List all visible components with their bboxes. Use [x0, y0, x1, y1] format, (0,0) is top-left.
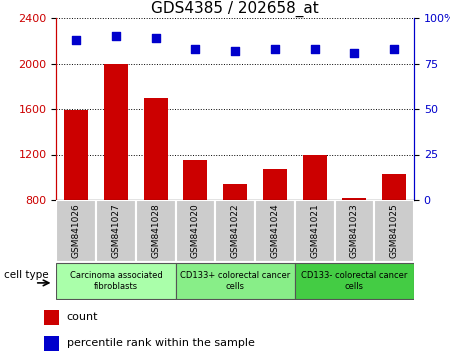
- Bar: [64, 110, 88, 291]
- Bar: [176, 263, 295, 299]
- Bar: [223, 184, 247, 291]
- Bar: [342, 198, 366, 291]
- Text: GSM841021: GSM841021: [310, 203, 319, 258]
- Bar: [136, 200, 176, 262]
- Bar: [184, 160, 207, 291]
- Bar: [56, 200, 96, 262]
- Text: GSM841027: GSM841027: [112, 203, 121, 258]
- Text: GSM841028: GSM841028: [151, 203, 160, 258]
- Bar: [334, 200, 374, 262]
- Bar: [96, 200, 136, 262]
- Bar: [303, 155, 327, 291]
- Bar: [374, 200, 414, 262]
- Point: [271, 46, 279, 52]
- Bar: [44, 336, 59, 352]
- Point: [112, 33, 120, 39]
- Text: CD133- colorectal cancer
cells: CD133- colorectal cancer cells: [301, 271, 408, 291]
- Bar: [255, 200, 295, 262]
- Text: GSM841024: GSM841024: [270, 203, 279, 258]
- Bar: [295, 200, 334, 262]
- Point: [351, 50, 358, 56]
- Point: [192, 46, 199, 52]
- Bar: [44, 309, 59, 325]
- Point: [231, 48, 239, 53]
- Text: GSM841022: GSM841022: [230, 203, 239, 258]
- Text: CD133+ colorectal cancer
cells: CD133+ colorectal cancer cells: [180, 271, 290, 291]
- Bar: [104, 63, 128, 291]
- Text: count: count: [67, 312, 98, 321]
- Text: Carcinoma associated
fibroblasts: Carcinoma associated fibroblasts: [69, 271, 162, 291]
- Text: percentile rank within the sample: percentile rank within the sample: [67, 338, 255, 348]
- Text: GSM841026: GSM841026: [72, 203, 81, 258]
- Bar: [215, 200, 255, 262]
- Point: [311, 46, 318, 52]
- Text: GSM841025: GSM841025: [390, 203, 399, 258]
- Point: [72, 37, 80, 43]
- Text: GSM841020: GSM841020: [191, 203, 200, 258]
- Text: GSM841023: GSM841023: [350, 203, 359, 258]
- Text: cell type: cell type: [4, 270, 49, 280]
- Bar: [263, 169, 287, 291]
- Point: [391, 46, 398, 52]
- Bar: [295, 263, 414, 299]
- Bar: [382, 174, 406, 291]
- Bar: [144, 98, 167, 291]
- Bar: [176, 200, 215, 262]
- Title: GDS4385 / 202658_at: GDS4385 / 202658_at: [151, 0, 319, 17]
- Bar: [56, 263, 176, 299]
- Point: [152, 35, 159, 41]
